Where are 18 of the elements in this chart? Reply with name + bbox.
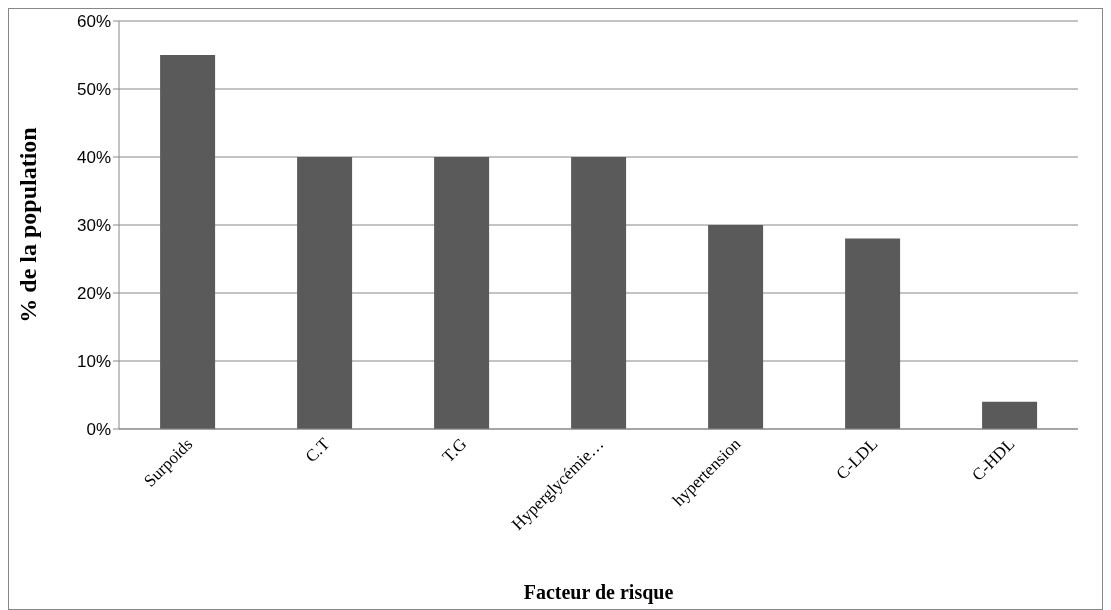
bar	[845, 238, 901, 429]
x-tick-label: C.T	[301, 433, 334, 467]
x-tick-label: T.G	[438, 434, 471, 466]
bar	[160, 55, 216, 429]
bar	[434, 157, 490, 429]
x-axis-title: Facteur de risque	[523, 581, 674, 604]
y-tick-label: 0%	[86, 420, 111, 440]
y-tick-label: 60%	[76, 12, 111, 32]
y-tick-label: 10%	[76, 352, 111, 372]
bar	[297, 157, 353, 429]
y-tick-label: 30%	[76, 216, 111, 236]
y-tick-label: 20%	[76, 284, 111, 304]
bar	[571, 157, 627, 429]
y-tick-label: 50%	[76, 80, 111, 100]
bar	[708, 225, 764, 429]
bar	[982, 401, 1038, 429]
y-axis-title: % de la population	[14, 127, 41, 323]
y-tick-label: 40%	[76, 148, 111, 168]
